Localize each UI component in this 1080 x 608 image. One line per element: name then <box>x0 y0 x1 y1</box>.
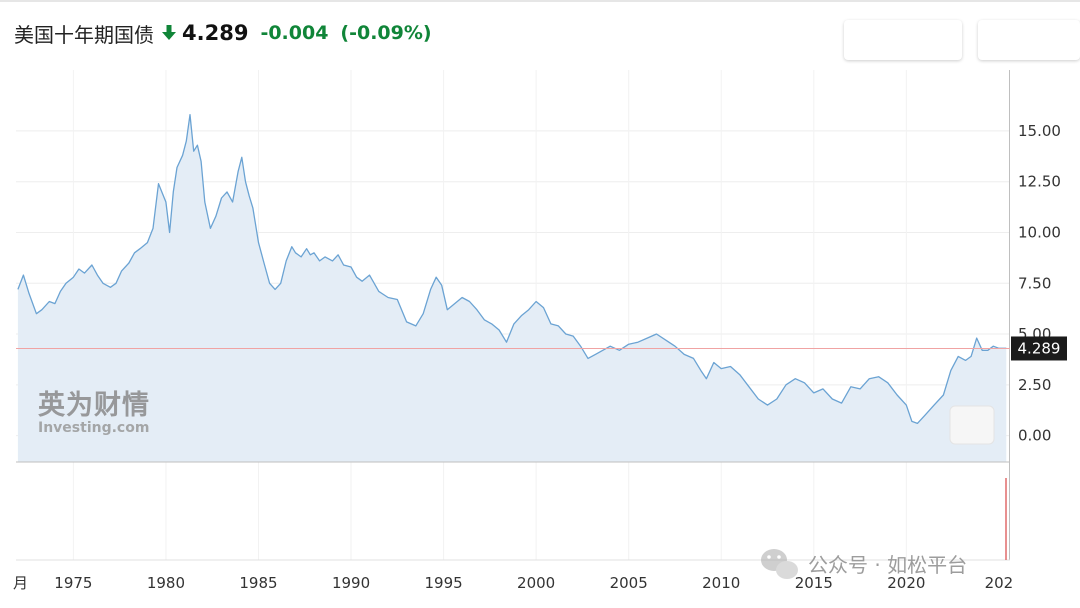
y-tick-label: 2.50 <box>1018 376 1051 394</box>
series-line <box>17 114 1007 425</box>
price-change-percent: (-0.09%) <box>340 22 432 44</box>
x-axis: 月 1975 1980 1985 1990 1995 2000 2005 2010 2015 202… <box>13 574 1013 592</box>
x-tick-label: 2005 <box>610 574 648 592</box>
logo-text-cn: 英为财情 <box>38 390 150 421</box>
wechat-watermark: 公众号 · 如松平台 <box>761 549 967 579</box>
y-tick-label: 0.00 <box>1018 427 1051 445</box>
x-tick-label: 202 <box>985 574 1014 592</box>
y-tick-label: 10.00 <box>1018 223 1061 241</box>
x-tick-label: 1990 <box>332 574 370 592</box>
quote-header: 美国十年期国债 4.289 -0.004 (-0.09%) <box>14 16 432 50</box>
x-tick-label: 1980 <box>147 574 185 592</box>
series-area <box>17 114 1007 462</box>
wechat-icon <box>761 549 798 579</box>
x-tick-label: 2015 <box>795 574 833 592</box>
last-value-label: 4.289 <box>1018 339 1061 357</box>
y-tick-label: 15.00 <box>1018 122 1061 140</box>
last-price: 4.289 <box>182 21 249 45</box>
last-value-tag: 4.289 <box>1011 336 1067 361</box>
last-value-bg <box>1011 336 1067 361</box>
page-title: 美国十年期国债 <box>14 22 154 47</box>
x-tick-label: 2010 <box>702 574 740 592</box>
chart-control-button[interactable] <box>949 405 995 445</box>
logo-text-en: Investing.com <box>38 420 149 436</box>
top-divider <box>0 0 1080 2</box>
x-tick-label: 2000 <box>517 574 555 592</box>
x-tick-label: 月 <box>13 574 28 592</box>
watermark-text: 公众号 · 如松平台 <box>808 553 967 577</box>
investing-logo: 英为财情 Investing.com <box>38 390 150 436</box>
x-tick-label: 1995 <box>424 574 462 592</box>
sell-button[interactable]: 卖出 <box>978 20 1080 60</box>
arrow-down-icon <box>162 25 176 41</box>
x-tick-label: 2020 <box>887 574 925 592</box>
x-tick-label: 1975 <box>54 574 92 592</box>
x-tick-label: 1985 <box>239 574 277 592</box>
buy-button[interactable]: 买入 <box>844 20 962 60</box>
y-tick-label: 12.50 <box>1018 173 1061 191</box>
price-change: -0.004 <box>260 22 329 44</box>
y-tick-label: 7.50 <box>1018 274 1051 292</box>
